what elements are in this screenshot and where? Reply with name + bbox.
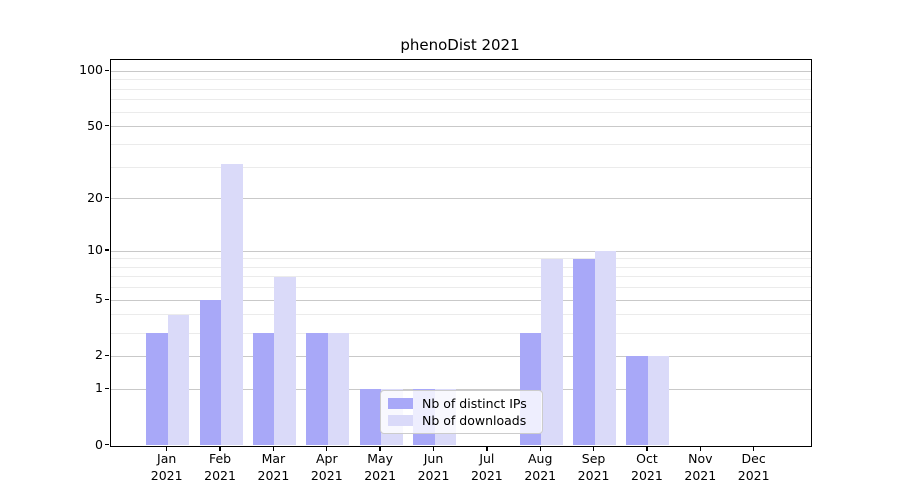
x-axis-tick	[699, 446, 701, 451]
bar-downloads	[541, 258, 563, 446]
legend-item-distinct-ips: Nb of distinct IPs	[388, 396, 534, 411]
bar-downloads	[274, 276, 296, 446]
x-axis-tick	[753, 446, 755, 451]
x-axis-tick	[486, 446, 488, 451]
legend: Nb of distinct IPs Nb of downloads	[380, 390, 543, 434]
x-tick-label: Jan 2021	[150, 451, 183, 483]
legend-label-distinct-ips: Nb of distinct IPs	[422, 396, 527, 411]
bar-downloads	[221, 164, 243, 446]
chart-title: phenoDist 2021	[400, 36, 520, 54]
bar-downloads	[647, 356, 670, 446]
y-tick-label: 2	[95, 347, 103, 363]
bar-distinct-ips	[306, 333, 328, 446]
x-tick-label: Jul 2021	[470, 451, 503, 483]
x-axis-tick	[432, 446, 435, 451]
y-tick-label: 10	[87, 242, 103, 258]
y-axis-tick	[104, 249, 109, 251]
x-axis-tick	[379, 446, 381, 451]
y-tick-label: 50	[87, 117, 103, 133]
x-axis-tick	[646, 446, 648, 451]
y-axis-tick	[104, 298, 109, 300]
y-axis-tick	[104, 69, 109, 71]
gridline-major	[111, 250, 811, 252]
y-axis-tick	[104, 387, 109, 389]
bar-distinct-ips	[359, 389, 382, 446]
bar-distinct-ips	[252, 333, 275, 446]
gridline-minor	[111, 166, 811, 168]
x-tick-label: Dec 2021	[737, 451, 770, 483]
bar-downloads	[594, 251, 617, 446]
plot-area	[110, 59, 812, 447]
gridline-major	[111, 198, 811, 200]
gridline-minor	[111, 287, 811, 289]
x-tick-label: Feb 2021	[204, 451, 236, 483]
y-axis-tick	[104, 124, 109, 127]
x-axis-tick	[539, 446, 541, 451]
legend-swatch-downloads	[388, 415, 413, 426]
x-tick-label: May 2021	[364, 451, 397, 483]
y-axis-tick	[104, 196, 109, 199]
x-axis-tick	[326, 446, 328, 451]
gridline-minor	[111, 99, 811, 101]
gridline-minor	[111, 258, 811, 260]
bar-distinct-ips	[573, 258, 595, 446]
y-tick-label: 0	[95, 436, 103, 452]
x-axis-tick	[592, 446, 595, 451]
legend-item-downloads: Nb of downloads	[388, 413, 534, 428]
gridline-major	[111, 388, 811, 390]
bar-distinct-ips	[146, 333, 168, 446]
bar-distinct-ips	[626, 356, 648, 446]
x-tick-label: Oct 2021	[631, 451, 663, 483]
gridline-minor	[111, 276, 811, 278]
x-axis-tick	[219, 446, 221, 451]
x-tick-label: Aug 2021	[524, 451, 557, 483]
gridline-minor	[111, 314, 811, 316]
y-axis-tick	[104, 443, 109, 446]
y-tick-label: 1	[95, 380, 103, 396]
legend-label-downloads: Nb of downloads	[422, 413, 527, 428]
y-tick-label: 100	[79, 62, 103, 78]
gridline-minor	[111, 266, 811, 268]
x-tick-label: Nov 2021	[684, 451, 717, 483]
gridline-major	[111, 299, 811, 301]
x-axis-tick	[166, 446, 168, 451]
gridline-major	[111, 355, 811, 357]
gridline-minor	[111, 111, 811, 113]
x-tick-label: Jun 2021	[417, 451, 450, 483]
x-axis-tick	[272, 446, 275, 451]
legend-swatch-distinct-ips	[388, 398, 413, 409]
gridline-minor	[111, 88, 811, 90]
y-tick-label: 20	[87, 189, 103, 205]
x-tick-label: Apr 2021	[310, 451, 343, 483]
bar-distinct-ips	[199, 300, 222, 446]
gridline-minor	[111, 79, 811, 81]
x-tick-label: Sep 2021	[577, 451, 610, 483]
bar-downloads	[167, 314, 190, 446]
x-tick-label: Mar 2021	[257, 451, 290, 483]
y-axis-tick	[104, 354, 109, 357]
gridline-minor	[111, 332, 811, 334]
gridline-major	[111, 126, 811, 128]
gridline-minor	[111, 143, 811, 145]
bar-downloads	[327, 333, 350, 446]
y-tick-label: 5	[95, 291, 103, 307]
gridline-major	[111, 70, 811, 72]
